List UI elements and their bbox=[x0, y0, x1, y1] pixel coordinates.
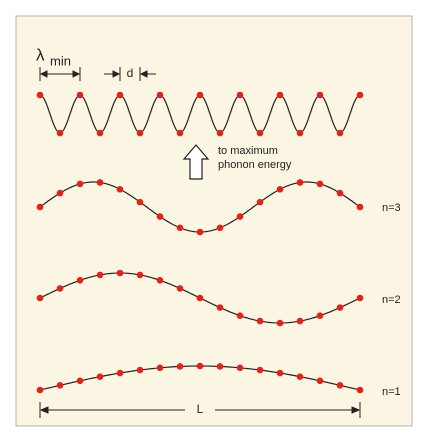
atom bbox=[336, 304, 344, 311]
atom bbox=[236, 312, 244, 319]
atom bbox=[96, 179, 104, 186]
atom bbox=[96, 271, 104, 279]
atom bbox=[136, 198, 144, 206]
panel bbox=[15, 15, 413, 427]
lambda-symbol: λ bbox=[36, 45, 45, 64]
atom bbox=[256, 198, 264, 206]
atom bbox=[76, 91, 84, 99]
atom bbox=[56, 285, 64, 292]
atom bbox=[336, 189, 344, 197]
atom bbox=[156, 213, 164, 220]
atom bbox=[176, 285, 184, 292]
atom bbox=[36, 91, 44, 99]
atom bbox=[76, 277, 84, 284]
atom bbox=[196, 362, 204, 370]
atom bbox=[296, 179, 304, 186]
atom bbox=[216, 304, 224, 311]
atom bbox=[316, 377, 324, 385]
arrow-text-1: to maximum bbox=[218, 145, 278, 157]
atom bbox=[296, 129, 304, 137]
atom bbox=[276, 186, 284, 193]
atom bbox=[36, 386, 44, 394]
atom bbox=[196, 294, 204, 302]
atom bbox=[196, 228, 204, 236]
atom bbox=[176, 129, 184, 137]
atom bbox=[356, 386, 364, 394]
atom bbox=[36, 294, 44, 302]
lambda-subscript: min bbox=[50, 53, 71, 68]
atom bbox=[276, 91, 284, 99]
atom bbox=[256, 129, 264, 137]
atom bbox=[356, 294, 364, 302]
mode-label: n=3 bbox=[382, 202, 401, 214]
d-dimension bbox=[104, 67, 156, 81]
atom bbox=[96, 129, 104, 137]
atom bbox=[176, 224, 184, 232]
atom bbox=[196, 91, 204, 99]
mode-label: n=1 bbox=[382, 386, 401, 398]
atom bbox=[256, 366, 264, 374]
atom bbox=[236, 91, 244, 99]
atom bbox=[136, 271, 144, 279]
atom bbox=[116, 369, 124, 377]
atom bbox=[36, 203, 44, 211]
atom bbox=[356, 203, 364, 211]
mode-label: n=2 bbox=[382, 294, 401, 306]
atom bbox=[136, 366, 144, 374]
atom bbox=[296, 317, 304, 325]
atom bbox=[176, 363, 184, 370]
atom bbox=[316, 180, 324, 188]
atom bbox=[276, 369, 284, 377]
atom bbox=[236, 213, 244, 220]
atom bbox=[76, 180, 84, 188]
atom bbox=[156, 364, 164, 372]
length-label: L bbox=[197, 402, 204, 416]
atom bbox=[56, 382, 64, 389]
atom bbox=[216, 224, 224, 232]
atom bbox=[56, 129, 64, 137]
up-arrow bbox=[182, 144, 210, 180]
atom bbox=[156, 277, 164, 284]
atom bbox=[256, 317, 264, 325]
atom bbox=[356, 91, 364, 99]
atom bbox=[216, 129, 224, 137]
arrow-text-2: phonon energy bbox=[218, 159, 292, 171]
atom bbox=[156, 91, 164, 99]
atom bbox=[316, 312, 324, 319]
atom bbox=[76, 377, 84, 385]
atom bbox=[236, 364, 244, 372]
atom bbox=[136, 129, 144, 137]
atom bbox=[316, 91, 324, 99]
lambda-dimension bbox=[39, 67, 81, 81]
atom bbox=[116, 269, 124, 277]
atom bbox=[296, 373, 304, 380]
atom bbox=[216, 363, 224, 370]
atom bbox=[56, 189, 64, 197]
length-dimension bbox=[39, 402, 361, 418]
atom bbox=[276, 319, 284, 327]
atom bbox=[96, 373, 104, 380]
atom bbox=[116, 186, 124, 193]
atom bbox=[336, 129, 344, 137]
d-label: d bbox=[127, 66, 134, 80]
atom bbox=[336, 382, 344, 389]
atom bbox=[116, 91, 124, 99]
